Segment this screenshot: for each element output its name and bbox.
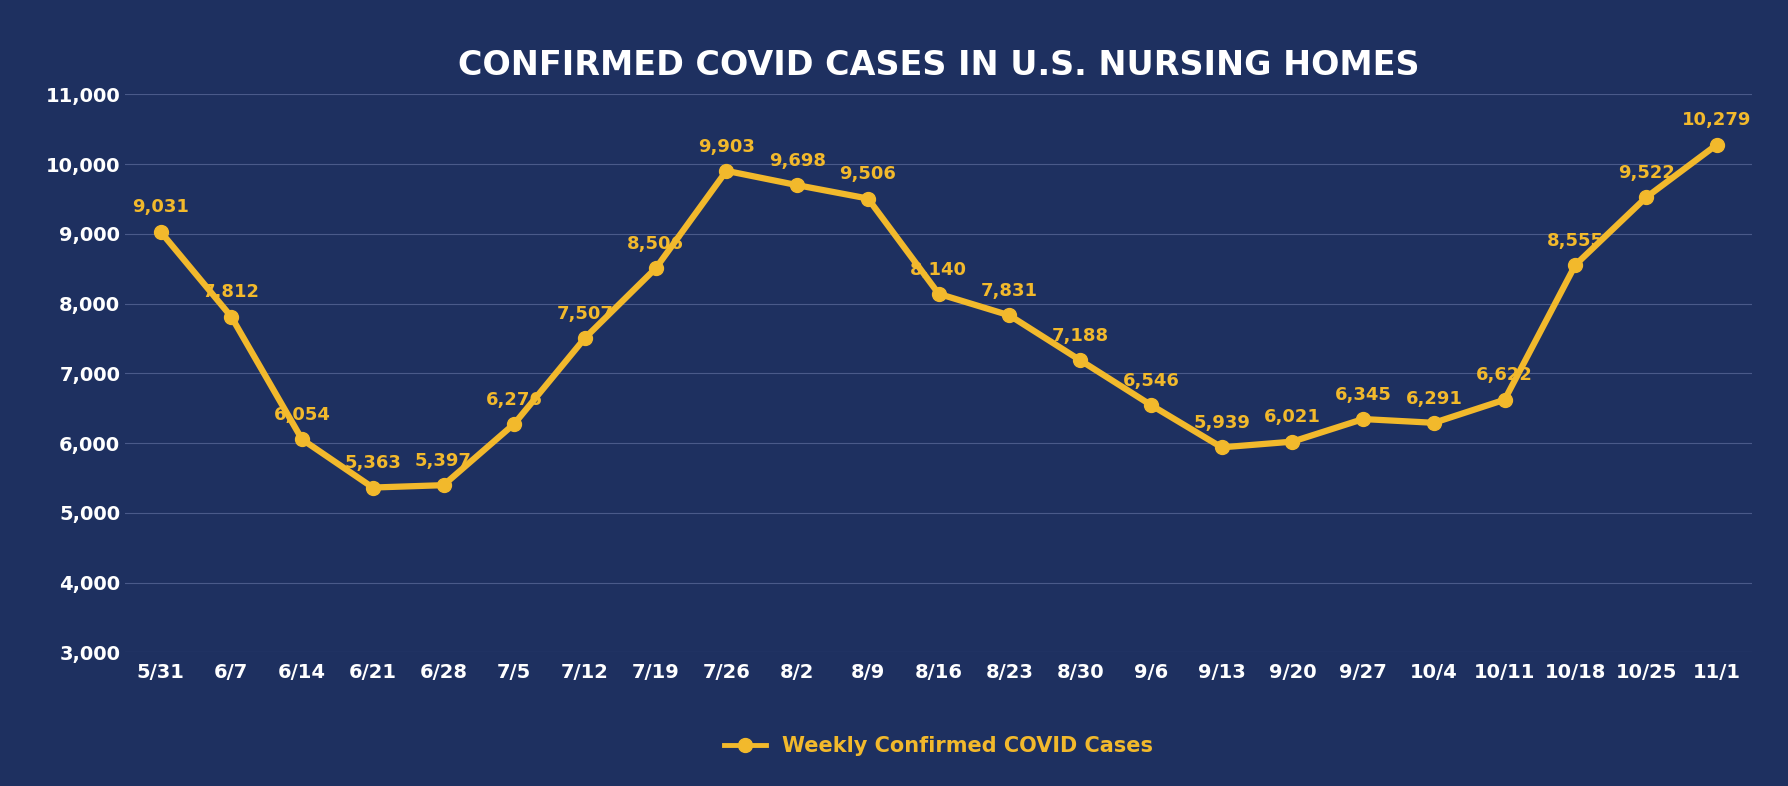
Text: 6,622: 6,622 [1477,366,1532,384]
Text: 6,291: 6,291 [1405,390,1463,407]
Text: 6,345: 6,345 [1334,386,1391,404]
Text: 7,812: 7,812 [202,284,259,301]
Text: 9,031: 9,031 [132,198,190,216]
Text: 9,903: 9,903 [697,138,755,156]
Text: 5,397: 5,397 [415,452,472,470]
Text: 10,279: 10,279 [1683,112,1752,130]
Text: 9,522: 9,522 [1618,164,1675,182]
Text: 6,276: 6,276 [486,391,544,409]
Text: 5,363: 5,363 [345,454,401,472]
Text: 5,939: 5,939 [1193,414,1250,432]
Text: 8,506: 8,506 [628,235,685,253]
Text: 8,555: 8,555 [1547,232,1604,250]
Text: 7,507: 7,507 [556,305,613,323]
Text: 6,021: 6,021 [1264,409,1321,426]
Legend: Weekly Confirmed COVID Cases: Weekly Confirmed COVID Cases [715,728,1162,765]
Text: 6,054: 6,054 [274,406,331,424]
Text: 7,831: 7,831 [982,282,1039,300]
Title: CONFIRMED COVID CASES IN U.S. NURSING HOMES: CONFIRMED COVID CASES IN U.S. NURSING HO… [458,49,1420,82]
Text: 7,188: 7,188 [1051,327,1109,345]
Text: 9,698: 9,698 [769,152,826,170]
Text: 9,506: 9,506 [840,165,896,183]
Text: 6,546: 6,546 [1123,372,1180,390]
Text: 8,140: 8,140 [910,260,967,278]
